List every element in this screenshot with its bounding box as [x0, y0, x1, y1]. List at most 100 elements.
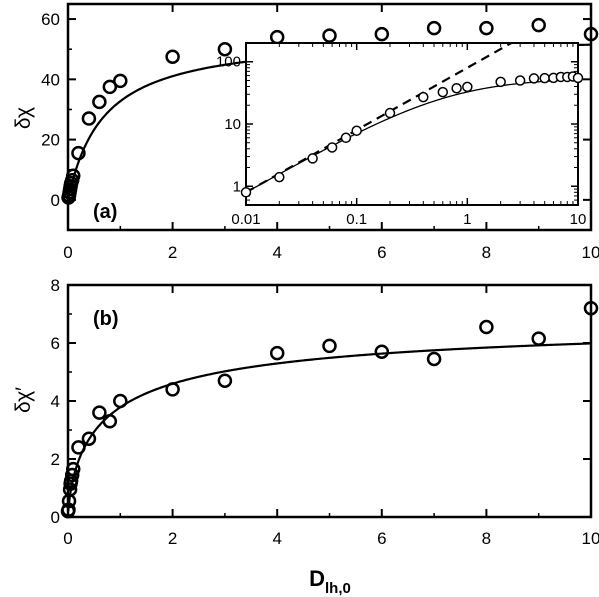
panel-b-xlabel: Dlh,0: [309, 566, 351, 597]
panel-b-point: [65, 461, 81, 477]
xlabel-main: D: [309, 566, 325, 591]
panel-b-point: [102, 414, 118, 429]
inset-ticks: 0.01 0.1 1 10 1 10 100: [216, 43, 586, 228]
panel-b-ytick-label: 2: [51, 450, 60, 469]
panel-a-ytick-label: 20: [41, 131, 60, 150]
panel-b-point: [426, 351, 442, 367]
panel-a-point: [71, 145, 86, 161]
inset-point: [340, 132, 352, 144]
panel-a-point: [583, 26, 599, 42]
inset-point: [307, 153, 318, 164]
inset-point: [326, 142, 338, 153]
panel-b-point: [61, 502, 76, 517]
panel-b-point: [81, 431, 97, 446]
panel-a-point: [479, 20, 494, 36]
panel-b-xtick-label: 6: [377, 529, 386, 548]
panel-a-point: [165, 49, 180, 64]
panel-b-xtick-label: 2: [168, 529, 177, 548]
panel-b-fit-curve: [67, 342, 592, 512]
panel-a-point: [322, 28, 337, 43]
inset-ytick-label: 100: [216, 54, 241, 71]
panel-a-inset: 0.01 0.1 1 10 1 10 100: [216, 42, 586, 228]
panel-b-ytick-label: 4: [51, 392, 60, 411]
inset-point: [539, 72, 550, 84]
panel-b-point: [62, 482, 78, 497]
inset-xtick-label: 1: [463, 211, 471, 228]
panel-b-point: [269, 345, 285, 361]
inset-point: [240, 187, 252, 198]
inset-points: [240, 71, 584, 198]
panel-a-point: [113, 73, 128, 89]
panel-a-point: [531, 17, 546, 33]
panel-a-xtick-label: 10: [582, 243, 599, 262]
inset-dashed-line: [245, 42, 512, 194]
panel-a-point: [269, 29, 285, 45]
panel-b: 0 2 4 6 8 10 0 2 4 6 8 (b) δχ′ Dlh,0: [12, 276, 599, 597]
panel-b-point: [531, 331, 546, 346]
inset-point: [528, 73, 540, 84]
panel-b-ytick-label: 8: [51, 276, 60, 295]
panel-a-ytick-label: 60: [41, 10, 60, 29]
inset-point: [418, 91, 429, 103]
panel-b-point: [217, 373, 233, 388]
inset-point: [437, 86, 449, 98]
panel-a-point: [81, 111, 97, 126]
panel-b-xtick-label: 0: [63, 529, 72, 548]
panel-a-point: [217, 41, 233, 57]
inset-point: [384, 107, 396, 119]
inset-point: [274, 171, 285, 183]
panel-b-point: [113, 393, 128, 409]
panel-a-xtick-label: 8: [482, 243, 491, 262]
inset-point: [572, 72, 584, 84]
panel-b-xtick-label: 8: [482, 529, 491, 548]
panel-b-point: [71, 440, 86, 455]
panel-a-xtick-label: 2: [168, 243, 177, 262]
panel-b-point: [479, 319, 494, 335]
inset-ytick-label: 1: [233, 178, 241, 195]
panel-b-xtick-label: 10: [582, 529, 599, 548]
panel-a-point: [102, 79, 118, 95]
inset-point: [451, 83, 462, 94]
panel-b-ytick-label: 6: [51, 334, 60, 353]
panel-b-point: [64, 467, 80, 483]
panel-b-point: [92, 405, 107, 420]
panel-b-points: [60, 300, 599, 519]
panel-a-point: [426, 20, 442, 36]
inset-xtick-label: 0.1: [346, 211, 367, 228]
panel-a-point: [374, 26, 390, 42]
xlabel-subscript: lh,0: [325, 580, 351, 597]
panel-b-frame: [66, 283, 593, 519]
panel-b-xtick-label: 4: [272, 529, 281, 548]
panel-a-xtick-label: 4: [272, 243, 281, 262]
inset-point: [462, 81, 473, 93]
panel-b-fit-line: [67, 342, 592, 512]
panel-b-label: (b): [93, 308, 119, 330]
panel-a-xtick-label: 0: [63, 243, 72, 262]
inset-dashed-segment: [245, 42, 512, 194]
inset-xtick-label: 0.01: [231, 211, 260, 228]
inset-point: [495, 76, 506, 88]
panel-a-ytick-label: 0: [51, 191, 60, 210]
panel-b-ticks: 0 2 4 6 8 10 0 2 4 6 8: [51, 276, 599, 548]
inset-point: [514, 75, 526, 86]
panel-b-point: [322, 338, 337, 354]
panel-a-ytick-label: 40: [41, 70, 60, 89]
panel-a-point: [92, 94, 107, 110]
panel-b-point: [165, 382, 180, 397]
inset-point: [351, 125, 362, 136]
inset-xtick-label: 10: [570, 211, 587, 228]
inset-frame: [245, 42, 579, 206]
panel-a-xtick-label: 6: [377, 243, 386, 262]
panel-a-ylabel: δχ: [12, 107, 35, 129]
panel-b-ytick-label: 0: [51, 508, 60, 527]
panel-a-point: [65, 168, 81, 184]
panel-b-point: [374, 344, 390, 359]
inset-ytick-label: 10: [224, 116, 241, 133]
panel-b-point: [583, 300, 599, 316]
panel-b-ylabel: δχ′: [12, 387, 35, 413]
panel-a-label: (a): [93, 201, 117, 223]
